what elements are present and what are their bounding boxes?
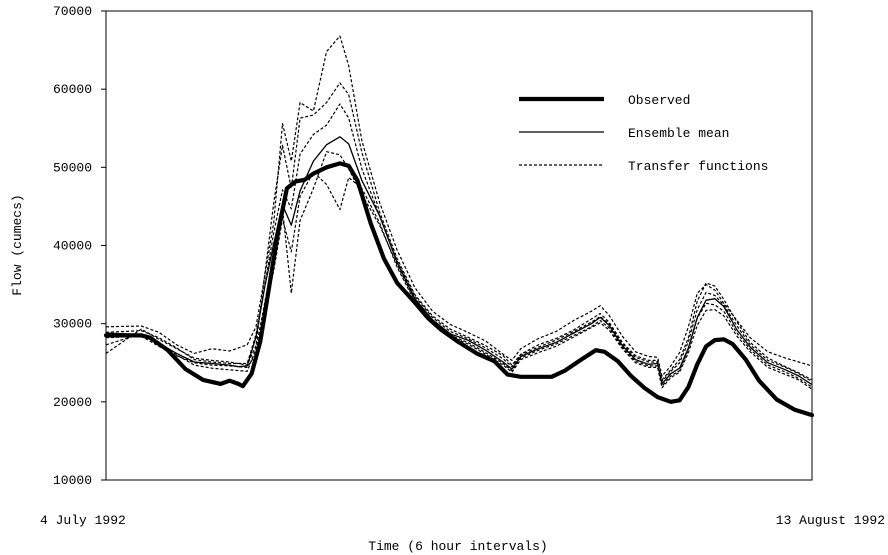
plot-lines [103,35,815,418]
y-tick-label: 60000 [53,82,92,97]
y-tick-label: 10000 [53,473,92,488]
series-line-ensemble-mean [105,136,813,386]
y-axis-label: Flow (cumecs) [10,194,25,295]
legend-label-observed: Observed [628,93,690,108]
y-tick-label: 20000 [53,395,92,410]
legend-label-transfer: Transfer functions [628,159,768,174]
y-tick-label: 50000 [53,160,92,175]
legend: Observed Ensemble mean Transfer functions [519,93,768,174]
legend-label-ensemble-mean: Ensemble mean [628,126,729,141]
x-start-label: 4 July 1992 [40,513,126,528]
x-end-label: 13 August 1992 [776,513,885,528]
series-line-transfer-function [105,151,813,390]
series-line-transfer-function [105,82,813,381]
y-axis-ticks: 10000 20000 30000 40000 50000 60000 70000 [53,4,106,488]
series-line-transfer-function [105,35,813,377]
y-tick-label: 30000 [53,317,92,332]
series-line-transfer-function [105,171,813,388]
plot-frame [105,10,813,481]
series-line-observed [103,161,815,418]
x-axis-label: Time (6 hour intervals) [368,539,547,554]
y-tick-label: 70000 [53,4,92,19]
y-tick-label: 40000 [53,239,92,254]
